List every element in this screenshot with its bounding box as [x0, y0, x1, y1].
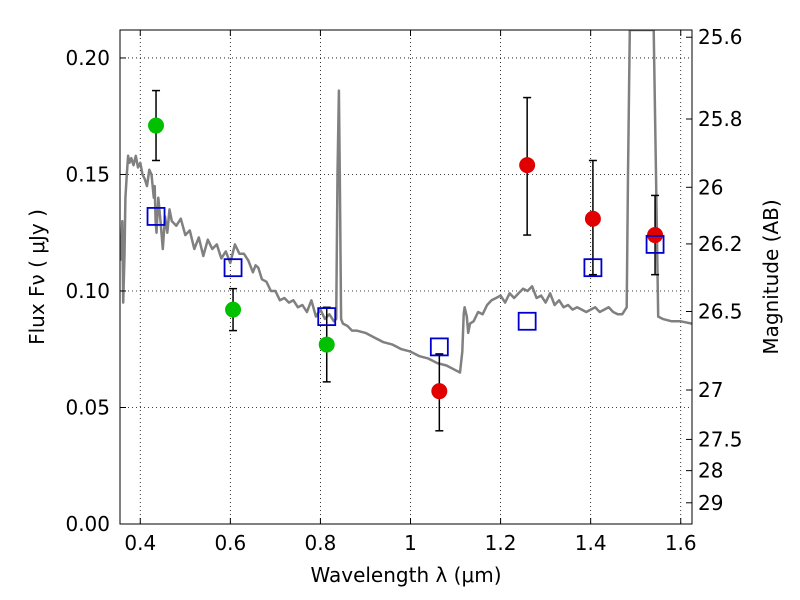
x-tick-label: 1.6 — [665, 531, 697, 555]
y2-tick-label: 25.8 — [698, 107, 743, 131]
red-circle-marker — [431, 383, 448, 400]
y2-axis-label: Magnitude (AB) — [759, 199, 783, 354]
y-tick-label: 0.05 — [65, 395, 110, 419]
green-circle-marker — [318, 336, 335, 353]
green-circle-marker — [225, 301, 242, 318]
x-axis-label: Wavelength λ (μm) — [310, 563, 501, 587]
blue-square-marker — [223, 258, 243, 278]
x-tick-label: 0.8 — [305, 531, 337, 555]
axes: 0.4 0.6 0.8 1 1.2 1.4 1.6 0.00 0.05 0.10 0.15 0.20 2… — [65, 25, 742, 555]
red-circle-marker — [584, 210, 601, 227]
x-tick-label: 0.4 — [124, 531, 156, 555]
blue-square-marker — [317, 307, 337, 327]
y2-tick-label: 25.6 — [698, 25, 743, 49]
green-circle-marker — [148, 117, 165, 134]
y2-tick-label: 26.5 — [698, 299, 743, 323]
y-tick-label: 0.20 — [65, 46, 110, 70]
y2-tick-label: 29 — [698, 491, 723, 515]
model-spectrum — [120, 30, 692, 374]
y2-tick-label: 27 — [698, 378, 723, 402]
blue-square-marker — [583, 258, 603, 278]
y2-tick-label: 26.2 — [698, 232, 743, 256]
y-tick-label: 0.00 — [65, 512, 110, 536]
blue-square-marker — [146, 207, 166, 226]
y-tick-label: 0.10 — [65, 279, 110, 303]
model-spectrum-line — [120, 30, 692, 374]
plot-frame — [119, 29, 693, 525]
blue-square-marker — [645, 234, 665, 254]
y2-tick-label: 27.5 — [698, 427, 743, 451]
x-tick-label: 1 — [404, 531, 417, 555]
y-axis-label: Flux Fν ( μJy ) — [25, 209, 49, 345]
blue-square-marker — [517, 311, 537, 331]
blue-square-marker — [429, 337, 449, 357]
x-tick-label: 0.6 — [214, 531, 246, 555]
y2-tick-label: 28 — [698, 459, 723, 483]
plot-background — [120, 30, 692, 524]
red-circle-marker — [519, 157, 536, 174]
x-tick-label: 1.4 — [575, 531, 607, 555]
y2-tick-label: 26 — [698, 175, 723, 199]
data-markers — [146, 117, 665, 400]
y-tick-label: 0.15 — [65, 162, 110, 186]
x-tick-label: 1.2 — [485, 531, 517, 555]
